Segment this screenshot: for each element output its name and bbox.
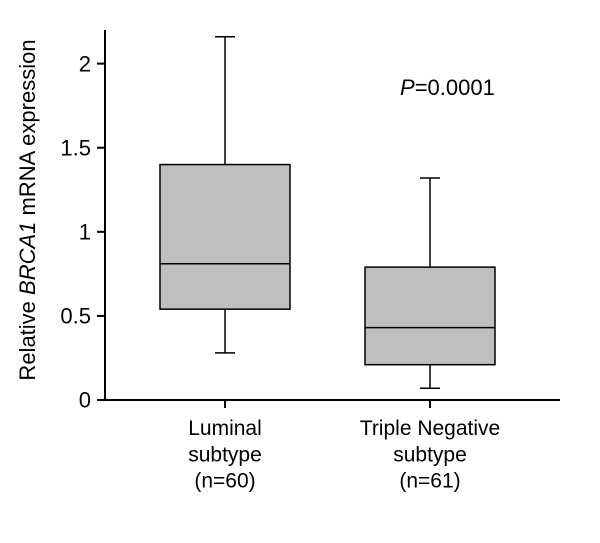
chart-svg: 0 0.5 1 1.5 2 Luminal subtype (n=60) Triple Nega…: [0, 0, 600, 543]
ylabel-suffix: mRNA expression: [15, 39, 40, 221]
boxplot-chart: Relative BRCA1 mRNA expression 0 0.5 1 1.5 2…: [0, 0, 600, 543]
y-tick-label: 0.5: [60, 304, 91, 329]
p-value-text: P=0.0001: [400, 75, 495, 100]
x-label-line2: subtype: [188, 443, 262, 466]
x-label-line2: subtype: [393, 443, 467, 466]
y-axis-label: Relative BRCA1 mRNA expression: [15, 39, 41, 380]
y-tick-label: 1: [79, 220, 91, 245]
x-label-line3: (n=60): [194, 470, 255, 493]
box: [160, 165, 290, 310]
ylabel-prefix: Relative: [15, 295, 40, 381]
ylabel-gene: BRCA1: [15, 222, 40, 295]
box: [365, 267, 495, 365]
y-tick-label: 0: [79, 388, 91, 413]
y-tick-label: 1.5: [60, 135, 91, 160]
x-label-line1: Luminal: [188, 417, 262, 440]
x-label-line3: (n=61): [399, 470, 460, 493]
y-tick-label: 2: [79, 51, 91, 76]
x-label-line1: Triple Negative: [360, 417, 500, 440]
